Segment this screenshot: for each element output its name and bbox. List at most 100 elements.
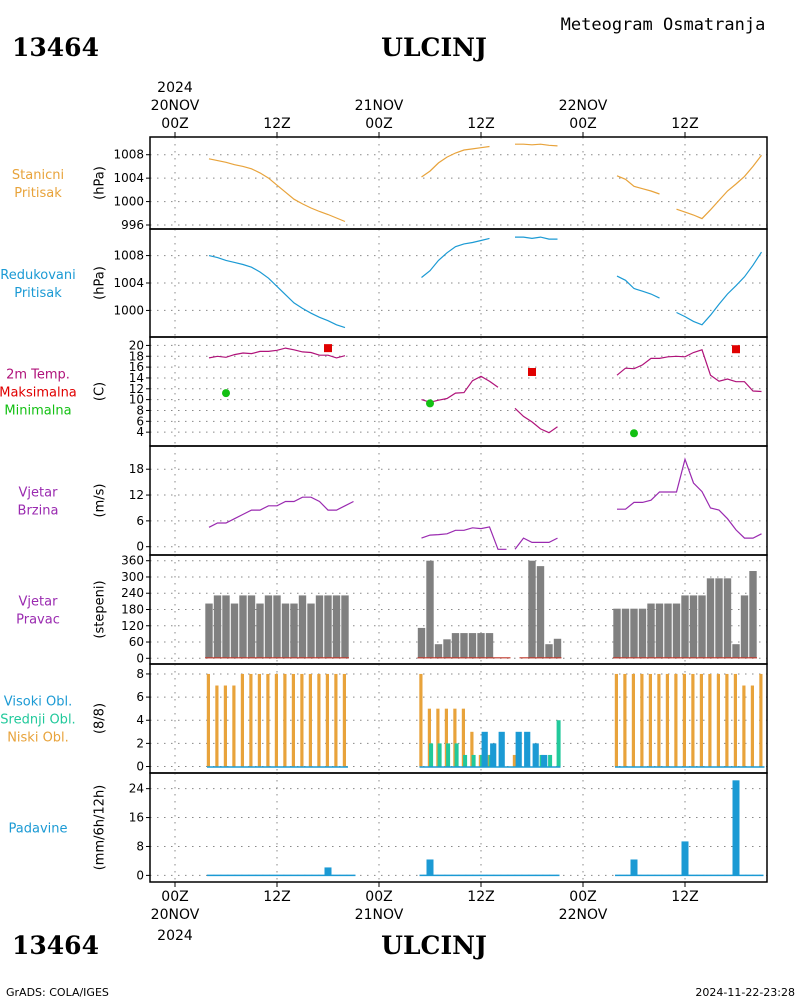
station-id-top: 13464 bbox=[12, 33, 99, 62]
panel-precipitation: 0 8 16 24 (mm/6h/12h) Padavine bbox=[9, 772, 768, 883]
direction-bar bbox=[536, 566, 545, 659]
direction-bar bbox=[460, 633, 468, 659]
cloud-bar-low bbox=[470, 731, 474, 767]
precip-bar bbox=[426, 859, 434, 876]
direction-bar bbox=[307, 603, 315, 659]
panel-content bbox=[208, 236, 763, 329]
y-tick-label: 20 bbox=[129, 338, 144, 352]
top-year-label: 2024 bbox=[157, 80, 193, 96]
panel-label: Padavine bbox=[9, 822, 68, 837]
bottom-date-tick-label: 22NOV bbox=[559, 907, 608, 923]
cloud-bar-high bbox=[541, 754, 548, 767]
y-tick-label: 8 bbox=[136, 667, 144, 681]
bottom-hour-tick-label: 12Z bbox=[671, 889, 698, 905]
cloud-bar-low bbox=[232, 685, 236, 767]
cloud-bar-low bbox=[308, 673, 312, 767]
cloud-bar-low bbox=[640, 673, 644, 767]
y-tick-label: 300 bbox=[121, 570, 144, 584]
precip-bar bbox=[324, 867, 332, 876]
min-temp-marker bbox=[426, 399, 434, 408]
cloud-bar-high bbox=[498, 731, 505, 767]
top-hour-tick-label: 12Z bbox=[467, 116, 494, 132]
cloud-bar-low bbox=[657, 673, 661, 767]
panel-frame bbox=[149, 136, 768, 230]
direction-bar bbox=[723, 578, 732, 659]
panel-content bbox=[208, 143, 762, 223]
cloud-bar-low bbox=[283, 673, 287, 767]
bottom-hour-tick-label: 12Z bbox=[467, 889, 494, 905]
direction-bar bbox=[315, 595, 324, 659]
direction-bar bbox=[528, 560, 536, 659]
series-line bbox=[616, 175, 660, 195]
panel-frame bbox=[149, 445, 768, 556]
panel-station-pressure: 996 1000 1004 1008 (hPa) Stanicni Pritisak bbox=[12, 136, 768, 232]
panel-label: Vjetar bbox=[19, 486, 59, 501]
panel-label: Stanicni bbox=[12, 168, 64, 183]
panel-content bbox=[205, 560, 757, 659]
direction-bar bbox=[655, 603, 664, 659]
y-tick-label: 180 bbox=[121, 603, 144, 617]
y-tick-label: 24 bbox=[129, 782, 144, 796]
series-line bbox=[514, 537, 558, 550]
y-tick-label: 120 bbox=[121, 619, 144, 633]
cloud-bar-low bbox=[215, 685, 219, 767]
y-tick-label: 14 bbox=[129, 371, 144, 385]
top-hour-tick-label: 00Z bbox=[569, 116, 596, 132]
panel-content bbox=[208, 344, 762, 438]
max-temp-marker bbox=[732, 345, 740, 354]
cloud-bar-low bbox=[623, 673, 627, 767]
y-tick-label: 1000 bbox=[113, 303, 144, 317]
direction-bar bbox=[485, 633, 494, 659]
direction-bar bbox=[451, 633, 460, 659]
direction-bar bbox=[281, 603, 290, 659]
y-axis-label: (m/s) bbox=[93, 484, 108, 518]
direction-bar bbox=[630, 608, 638, 659]
cloud-bar-low bbox=[436, 708, 440, 767]
y-tick-label: 4 bbox=[136, 425, 144, 439]
direction-bar bbox=[324, 595, 332, 659]
series-line bbox=[515, 236, 558, 240]
panel-label: Brzina bbox=[18, 504, 59, 519]
y-tick-label: 10 bbox=[129, 393, 144, 407]
product-title: Meteogram Osmatranja bbox=[561, 15, 766, 35]
station-name-top: ULCINJ bbox=[381, 33, 487, 62]
direction-bar bbox=[740, 595, 749, 659]
cloud-bar-low bbox=[461, 708, 465, 767]
precip-bar bbox=[681, 841, 689, 876]
timestamp-text: 2024-11-22-23:28 bbox=[695, 986, 795, 999]
top-time-axis: 2024 00Z 20NOV 12Z 00Z 21NOV 12Z 00Z 22NOV 12Z bbox=[151, 80, 699, 137]
cloud-bar-low bbox=[419, 673, 423, 767]
cloud-bar-low bbox=[257, 673, 261, 767]
bottom-hour-tick-label: 00Z bbox=[161, 889, 188, 905]
direction-bar bbox=[341, 595, 349, 659]
series-line bbox=[617, 457, 762, 539]
cloud-bar-low bbox=[691, 673, 695, 767]
cloud-bar-low bbox=[682, 673, 686, 767]
direction-bar bbox=[689, 595, 698, 659]
direction-bar bbox=[647, 603, 655, 659]
direction-bar bbox=[239, 595, 247, 659]
cloud-bar-low bbox=[733, 673, 737, 767]
panel-label: 2m Temp. bbox=[6, 368, 70, 383]
y-tick-label: 18 bbox=[129, 349, 144, 363]
cloud-bar-high bbox=[515, 731, 522, 767]
cloud-bar-low bbox=[223, 685, 227, 767]
direction-bar bbox=[298, 595, 307, 659]
y-tick-label: 240 bbox=[121, 586, 144, 600]
series-line bbox=[421, 237, 490, 278]
min-temp-marker bbox=[222, 389, 230, 398]
panel-content bbox=[206, 673, 765, 768]
direction-bar bbox=[664, 603, 672, 659]
series-line bbox=[514, 407, 558, 434]
direction-bar bbox=[468, 633, 477, 659]
cloud-bar-low bbox=[631, 673, 635, 767]
cloud-bar-high bbox=[532, 743, 539, 767]
cloud-bar-high bbox=[490, 743, 497, 767]
series-line bbox=[676, 154, 762, 220]
direction-bar bbox=[638, 608, 647, 659]
cloud-bar-low bbox=[648, 673, 652, 767]
y-tick-label: 18 bbox=[129, 462, 144, 476]
y-tick-label: 0 bbox=[136, 651, 144, 665]
y-axis-label: (hPa) bbox=[93, 266, 108, 300]
